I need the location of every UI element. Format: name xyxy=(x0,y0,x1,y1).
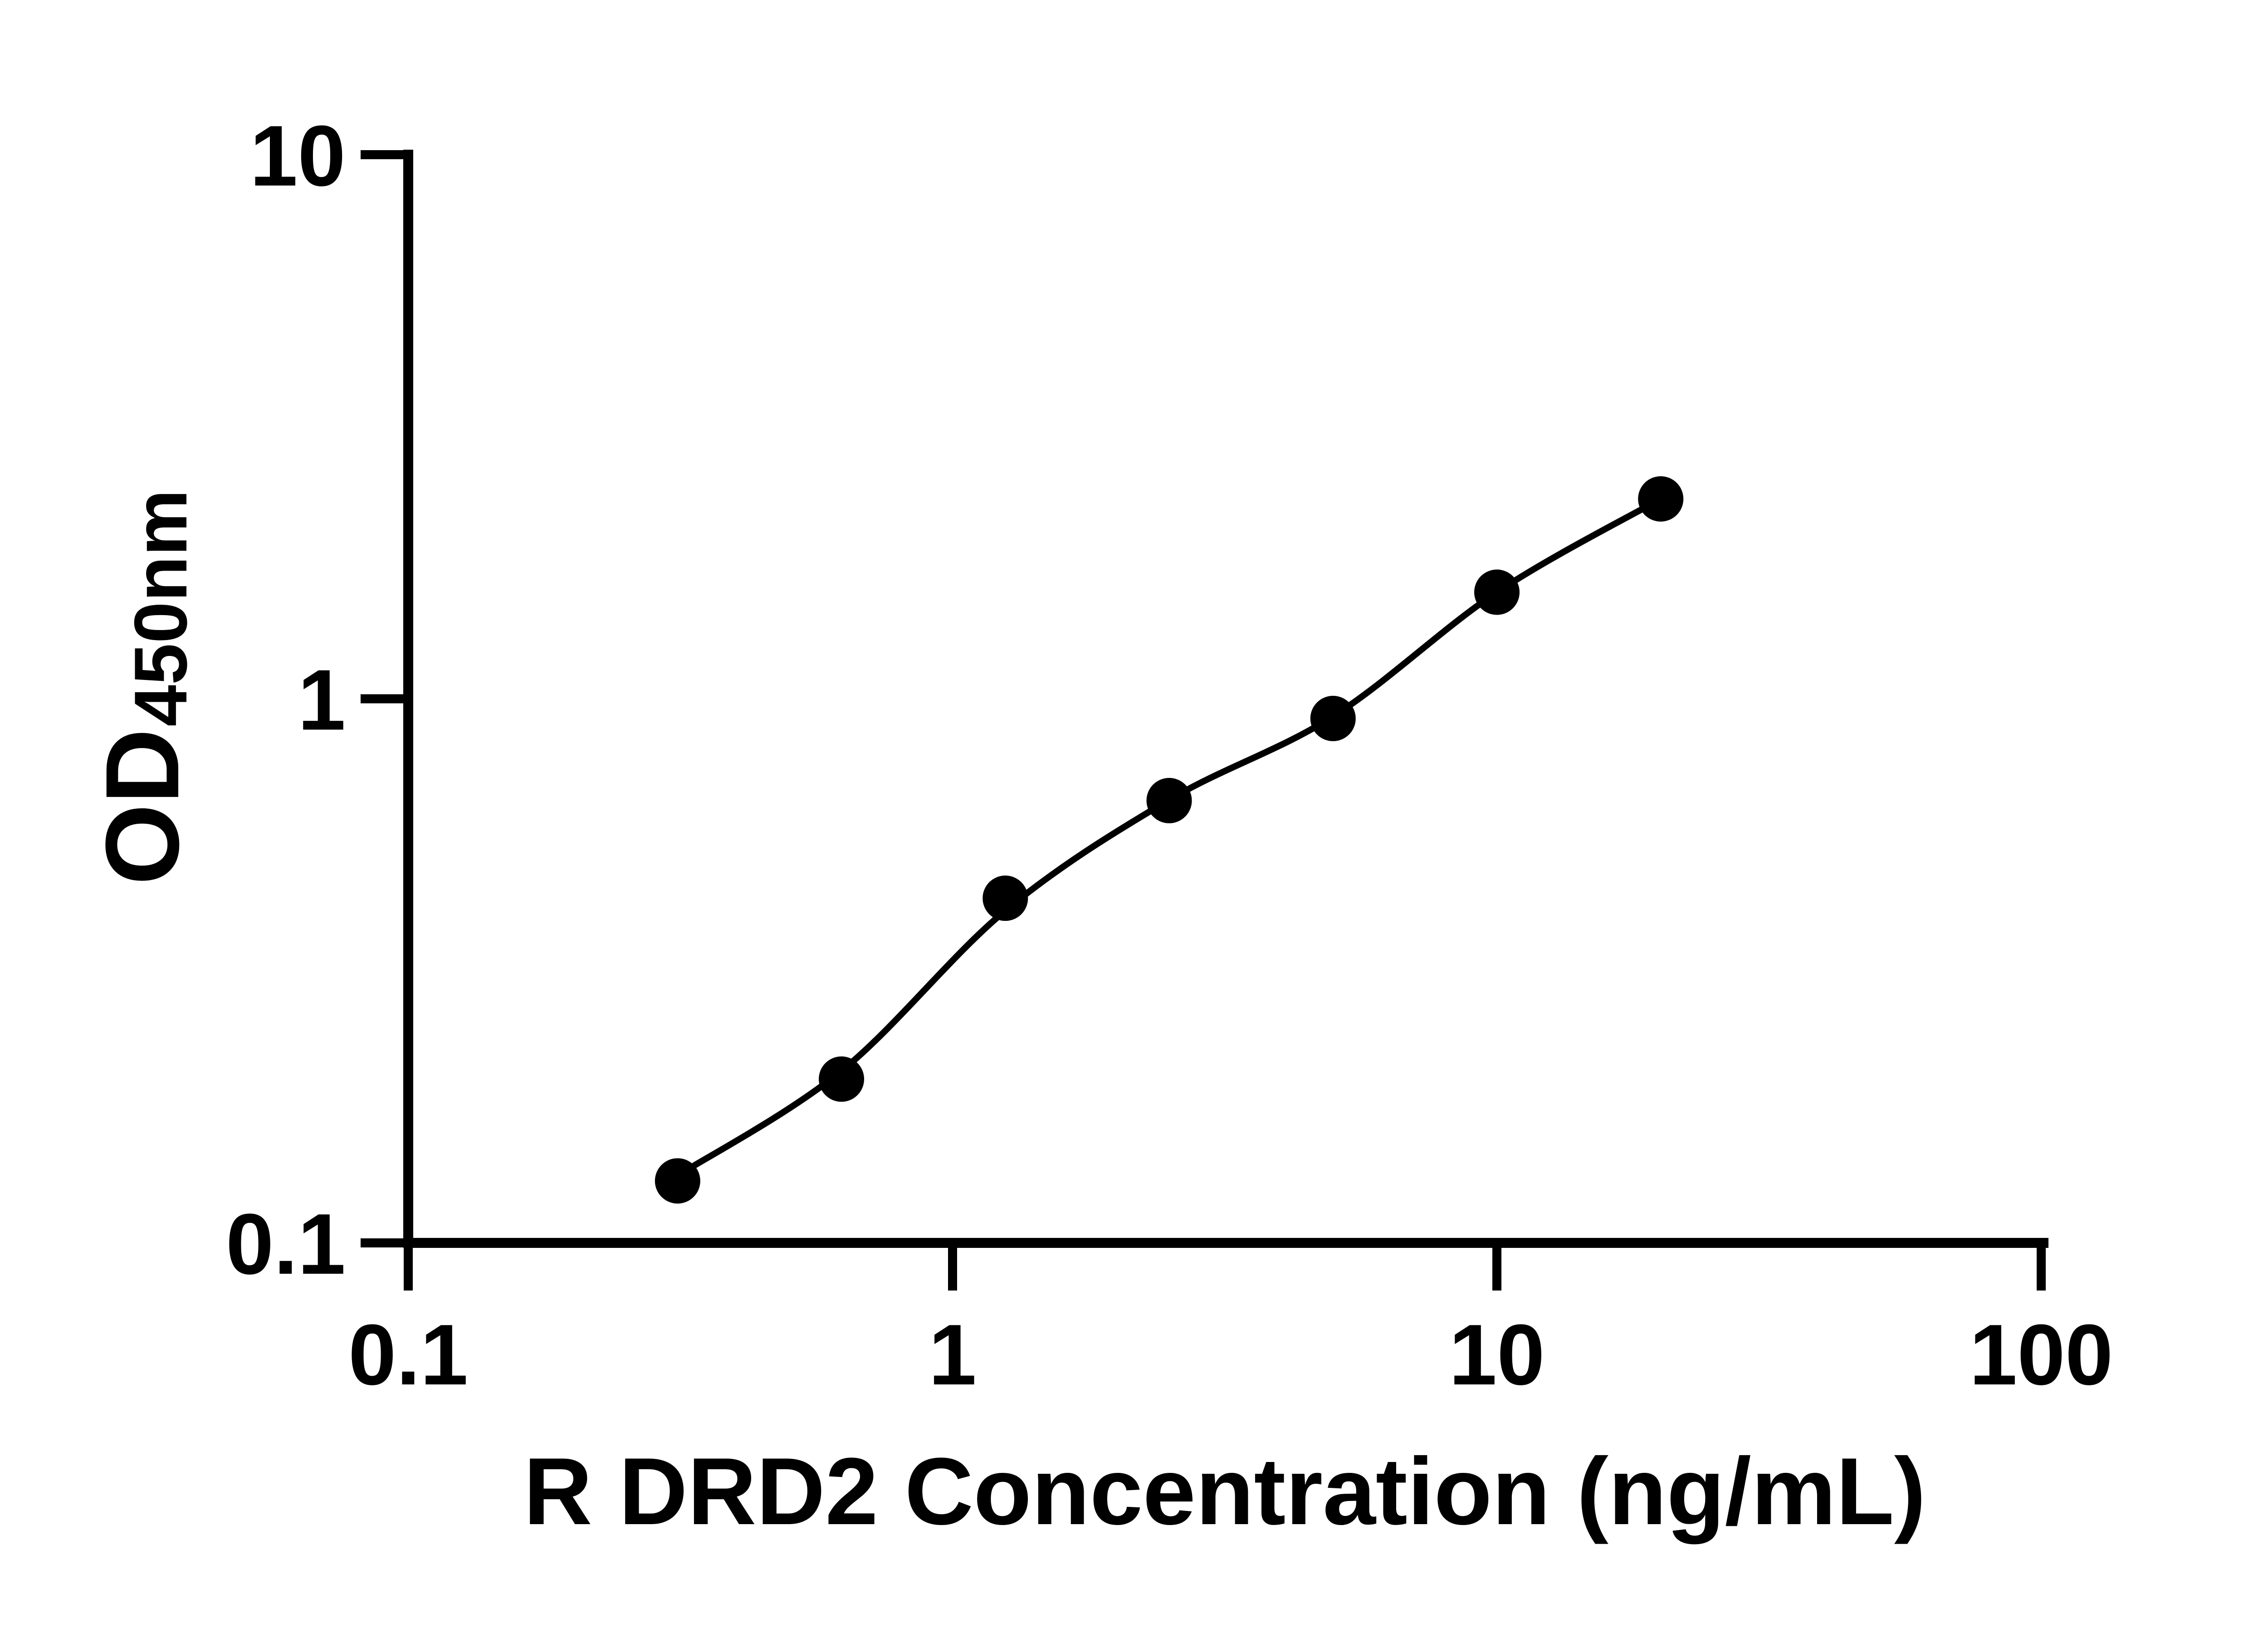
y-axis-title: OD 450nm xyxy=(84,489,202,885)
axes: 0.1 1 10 0.1 1 10 100 xyxy=(226,108,2113,1403)
y-tick-label: 1 xyxy=(298,652,346,748)
data-points xyxy=(655,476,1684,1204)
y-tick-label: 10 xyxy=(250,108,346,204)
x-tick-label: 100 xyxy=(1969,1307,2113,1403)
y-tick-marks xyxy=(361,150,408,1247)
y-axis-title-main: OD xyxy=(84,728,200,885)
data-point xyxy=(982,875,1028,921)
data-point xyxy=(1474,569,1520,615)
y-tick-label: 0.1 xyxy=(226,1196,346,1292)
x-axis-title: R DRD2 Concentration (ng/mL) xyxy=(523,1438,1926,1545)
x-tick-labels: 0.1 1 10 100 xyxy=(348,1307,2113,1403)
data-point xyxy=(1310,695,1356,741)
y-axis-title-subscript: 450nm xyxy=(119,489,202,727)
x-tick-label: 1 xyxy=(929,1307,977,1403)
x-tick-label: 0.1 xyxy=(348,1307,468,1403)
data-point xyxy=(1146,777,1192,823)
x-tick-marks xyxy=(404,1243,2046,1291)
data-point xyxy=(819,1056,865,1102)
data-point xyxy=(655,1158,700,1204)
x-tick-label: 10 xyxy=(1449,1307,1545,1403)
data-point xyxy=(1638,476,1684,522)
y-tick-labels: 0.1 1 10 xyxy=(226,108,346,1292)
